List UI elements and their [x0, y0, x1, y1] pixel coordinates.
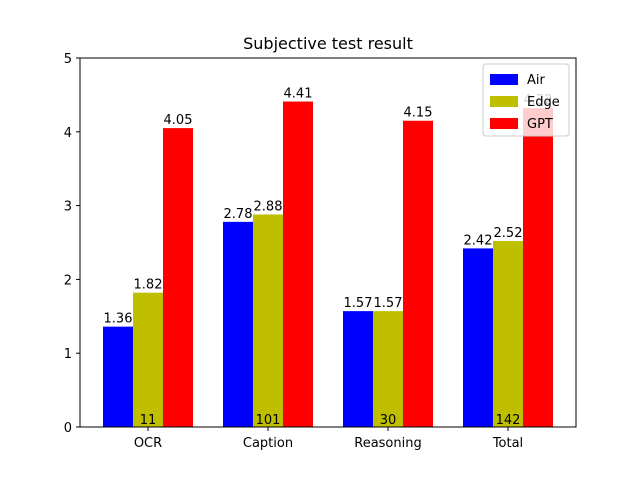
y-tick-label: 5: [64, 52, 72, 67]
y-tick-label: 3: [64, 200, 72, 215]
data-label: 2.88: [254, 199, 283, 214]
data-label: 4.41: [284, 87, 313, 102]
x-tick-label: OCR: [134, 436, 162, 451]
data-label: 1.57: [374, 296, 403, 311]
bar-air-ocr: [103, 326, 133, 427]
data-label: 1.82: [134, 278, 163, 293]
legend: Air Edge GPT: [482, 63, 570, 137]
bar-edge-total: [493, 241, 523, 427]
x-tick-label: Total: [492, 436, 523, 451]
data-label: 2.52: [494, 226, 523, 241]
legend-swatch-air: [490, 74, 518, 85]
data-label: 2.78: [224, 207, 253, 222]
count-label: 11: [140, 413, 157, 428]
count-label: 101: [256, 413, 281, 428]
y-tick-label: 2: [64, 273, 72, 288]
legend-label: Air: [527, 73, 546, 88]
bar-air-reasoning: [343, 311, 373, 427]
bar-edge-caption: [253, 214, 283, 427]
x-tick-label: Reasoning: [354, 436, 421, 451]
y-tick-label: 4: [64, 126, 72, 141]
data-label: 2.42: [464, 233, 493, 248]
data-label: 4.15: [404, 106, 433, 121]
legend-label: Edge: [527, 95, 560, 110]
bars-layer: [103, 101, 553, 428]
axes: OCR Caption Reasoning Total 0 1 2 3 4 5: [64, 52, 577, 451]
bar-gpt-ocr: [163, 128, 193, 428]
bar-gpt-reasoning: [403, 120, 433, 427]
y-tick-label: 1: [64, 347, 72, 362]
data-label: 1.57: [344, 296, 373, 311]
legend-label: GPT: [527, 117, 553, 132]
bar-edge-reasoning: [373, 311, 403, 427]
legend-swatch-edge: [490, 96, 518, 107]
y-tick-label: 0: [64, 421, 72, 436]
count-label: 142: [496, 413, 521, 428]
count-label: 30: [380, 413, 397, 428]
data-label: 1.36: [104, 312, 133, 327]
x-tick-label: Caption: [243, 436, 293, 451]
bar-gpt-total: [523, 108, 553, 428]
plot-frame: [79, 57, 577, 428]
legend-swatch-gpt: [490, 118, 518, 129]
bar-air-caption: [223, 221, 253, 427]
data-label: 4.05: [164, 113, 193, 128]
bar-edge-ocr: [133, 292, 163, 427]
chart-title: Subjective test result: [243, 34, 413, 53]
bar-air-total: [463, 248, 493, 427]
bar-gpt-caption: [283, 101, 313, 428]
